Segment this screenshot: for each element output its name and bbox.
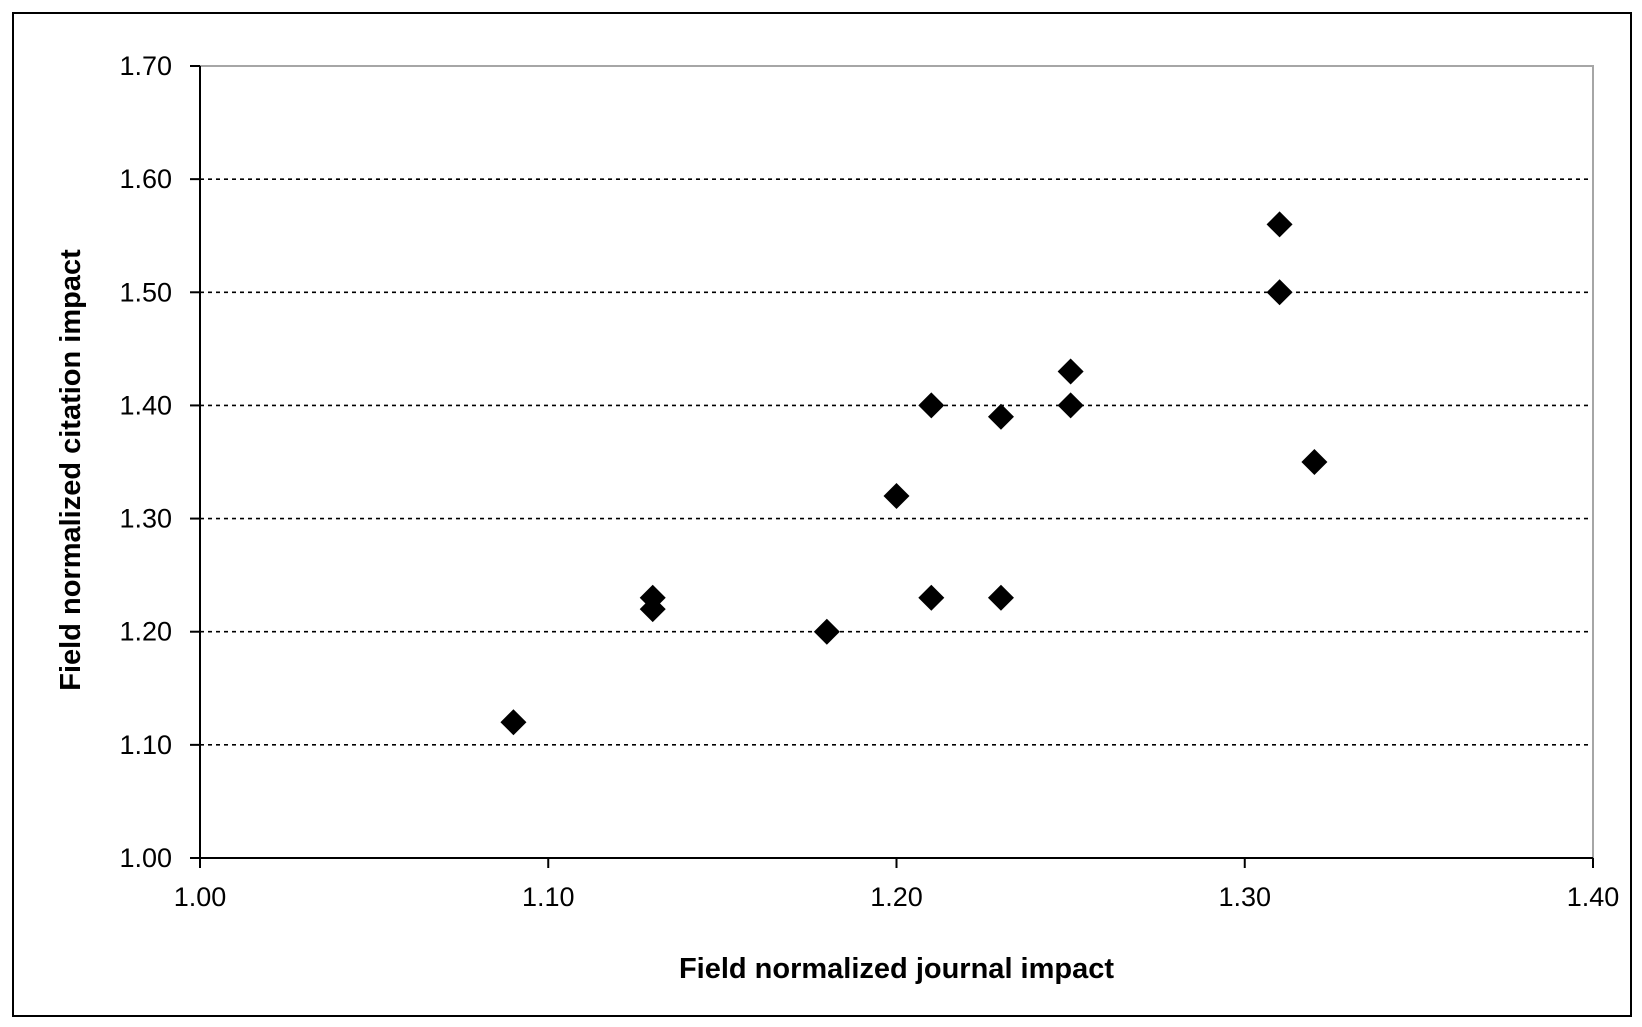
data-point-diamond (883, 482, 910, 509)
y-tick-label: 1.50 (119, 277, 172, 307)
y-tick-label: 1.20 (119, 617, 172, 647)
x-tick-label: 1.40 (1567, 882, 1620, 912)
x-tick-label: 1.30 (1218, 882, 1271, 912)
data-point-diamond (1057, 392, 1084, 419)
data-point-diamond (918, 584, 945, 611)
data-point-diamond (987, 584, 1014, 611)
data-point-diamond (1057, 358, 1084, 385)
data-point-diamond (500, 709, 527, 736)
axis-ticks: 1.00 1.10 1.20 1.30 1.40 1.50 1.60 1.70 1.00 1.10… (119, 51, 1619, 912)
data-point-diamond (1301, 449, 1328, 475)
plot-area (199, 65, 1594, 859)
y-axis-title: Field normalized citation impact (55, 249, 87, 691)
y-tick-label: 1.10 (119, 730, 172, 760)
x-axis-title: Field normalized journal impact (679, 953, 1114, 985)
y-tick-label: 1.60 (119, 164, 172, 194)
y-tick-label: 1.00 (119, 843, 172, 873)
data-point-diamond (1266, 279, 1293, 306)
x-tick-label: 1.00 (174, 882, 227, 912)
y-tick-label: 1.40 (119, 390, 172, 420)
gridlines (200, 178, 1593, 746)
x-tick-label: 1.10 (522, 882, 575, 912)
x-tick-label: 1.20 (870, 882, 923, 912)
data-point-diamond (639, 596, 666, 623)
data-points (500, 211, 1328, 736)
data-point-diamond (987, 403, 1014, 430)
y-tick-label: 1.30 (119, 504, 172, 534)
y-tick-label: 1.70 (119, 51, 172, 81)
data-point-diamond (918, 392, 945, 419)
data-point-diamond (813, 618, 840, 645)
data-point-diamond (1266, 211, 1293, 238)
